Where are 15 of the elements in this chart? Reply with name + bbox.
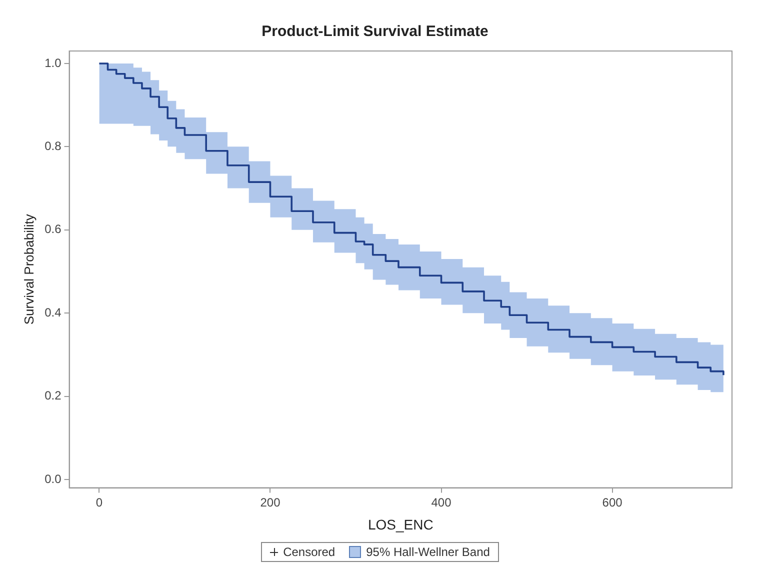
legend-label: Censored <box>283 545 336 559</box>
x-tick-label: 0 <box>96 495 103 510</box>
y-tick-label: 0.8 <box>44 138 62 153</box>
text: 95% Hall-Wellner Band <box>366 545 490 559</box>
y-tick-label: 1.0 <box>44 56 62 70</box>
x-tick-label: 400 <box>431 495 452 510</box>
y-axis-title: Survival Probability <box>21 214 36 325</box>
chart-title: Product-Limit Survival Estimate <box>262 23 488 40</box>
x-axis-title: LOS_ENC <box>368 516 434 532</box>
y-tick-label: 0.4 <box>44 305 62 320</box>
x-tick-label: 200 <box>260 495 281 510</box>
y-tick-label: 0.6 <box>44 222 62 236</box>
x-tick-label: 600 <box>602 495 623 510</box>
y-tick-label: 0.0 <box>44 472 62 486</box>
y-tick-label: 0.2 <box>44 388 62 403</box>
